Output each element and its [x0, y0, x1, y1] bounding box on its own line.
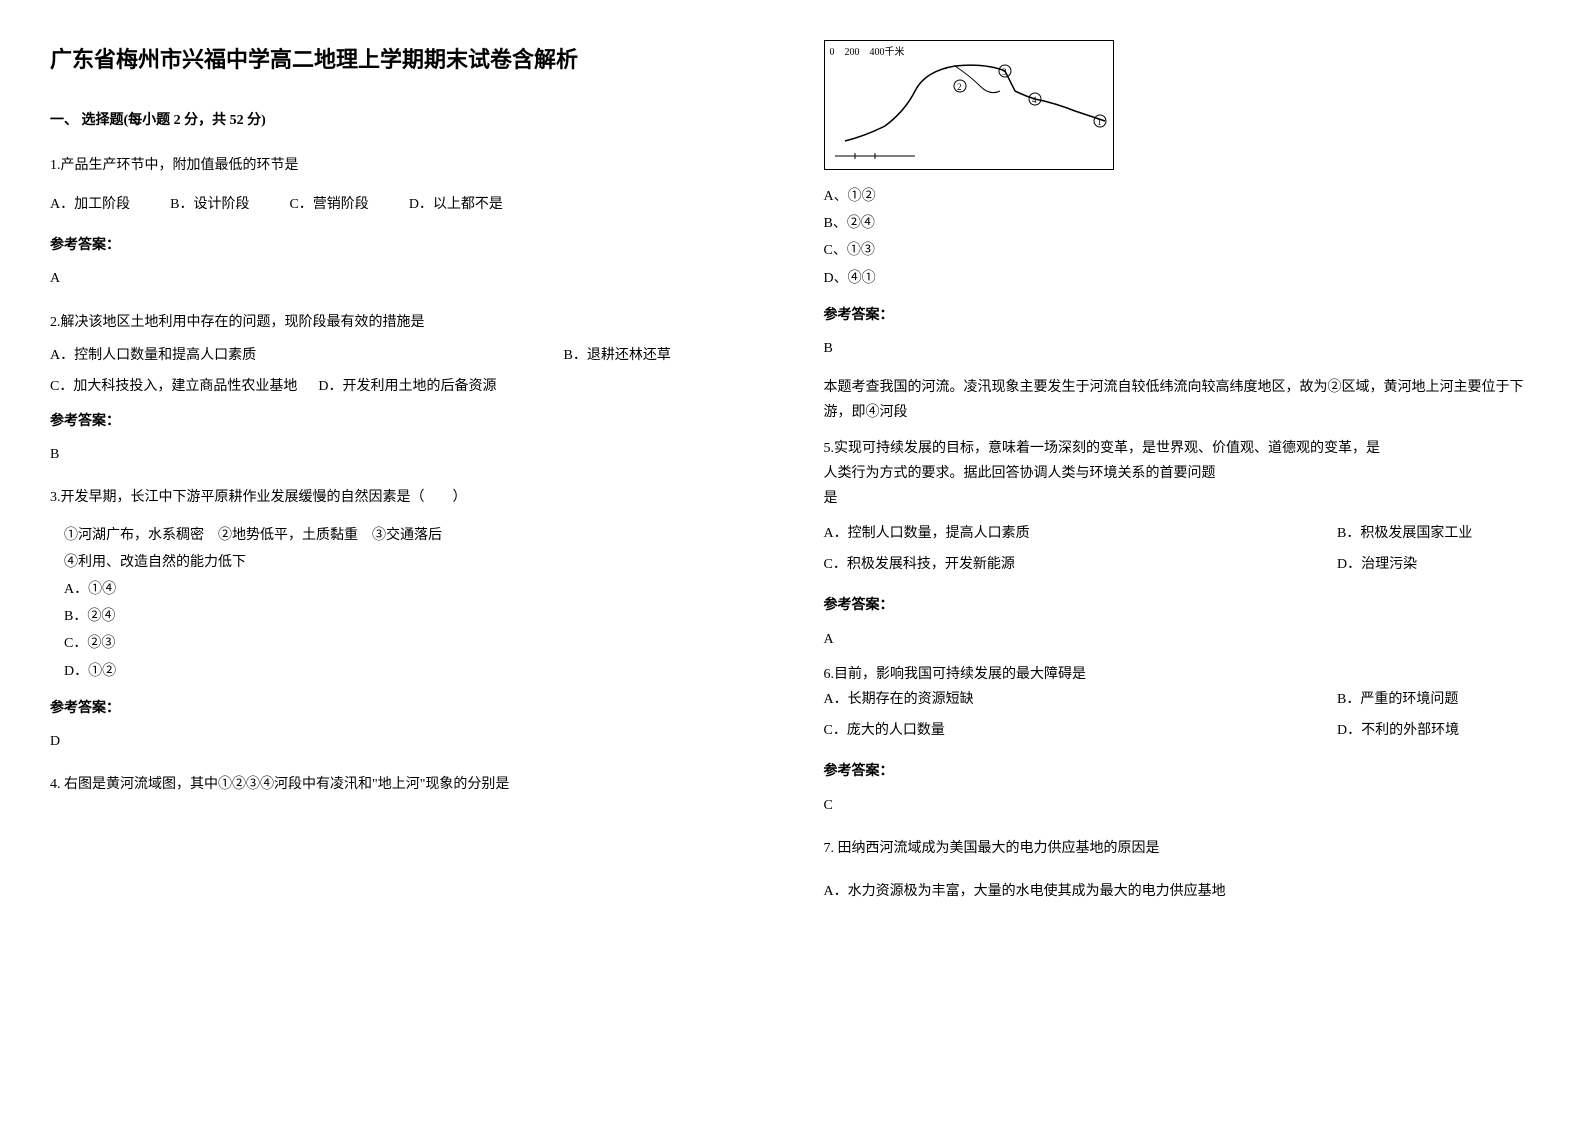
question-1-stem: 1.产品生产环节中，附加值最低的环节是 — [50, 153, 764, 178]
yellow-river-map: 0 200 400千米 3 2 4 1 — [824, 40, 1114, 170]
svg-text:2: 2 — [957, 82, 962, 92]
q2-answer-label: 参考答案： — [50, 409, 764, 434]
q1-option-d: D．以上都不是 — [409, 192, 503, 217]
q3-option-d: D．①② — [64, 659, 764, 684]
question-4-stem: 4. 右图是黄河流域图，其中①②③④河段中有凌汛和"地上河"现象的分别是 — [50, 772, 764, 797]
svg-text:1: 1 — [1097, 117, 1102, 127]
q6-option-d: D．不利的外部环境 — [1337, 718, 1537, 743]
q2-options-row2: C．加大科技投入，建立商品性农业基地 D．开发利用土地的后备资源 — [50, 374, 764, 399]
q2-answer: B — [50, 442, 764, 467]
q4-option-c: C、①③ — [824, 238, 1538, 263]
q5-option-c: C．积极发展科技，开发新能源 — [824, 552, 1338, 577]
q4-explanation: 本题考查我国的河流。凌汛现象主要发生于河流自较低纬流向较高纬度地区，故为②区域，… — [824, 375, 1538, 425]
question-6-stem: 6.目前，影响我国可持续发展的最大障碍是 — [824, 662, 1538, 687]
q3-answer: D — [50, 729, 764, 754]
q2-option-d: D．开发利用土地的后备资源 — [318, 379, 496, 394]
question-7-stem: 7. 田纳西河流域成为美国最大的电力供应基地的原因是 — [824, 836, 1538, 861]
page-title: 广东省梅州市兴福中学高二地理上学期期末试卷含解析 — [50, 40, 764, 80]
right-column: 0 200 400千米 3 2 4 1 A、①② B、②④ C、①③ D、④① … — [824, 40, 1538, 1082]
q3-sub1: ①河湖广布，水系稠密 ②地势低平，土质黏重 ③交通落后 — [64, 523, 764, 548]
q6-option-a: A．长期存在的资源短缺 — [824, 687, 1338, 712]
q5-option-d: D．治理污染 — [1337, 552, 1537, 577]
q4-option-b: B、②④ — [824, 211, 1538, 236]
q2-options-row1: A．控制人口数量和提高人口素质 B．退耕还林还草 — [50, 343, 764, 368]
q3-option-c: C．②③ — [64, 631, 764, 656]
q6-option-b: B．严重的环境问题 — [1337, 687, 1537, 712]
left-column: 广东省梅州市兴福中学高二地理上学期期末试卷含解析 一、 选择题(每小题 2 分，… — [50, 40, 764, 1082]
q1-option-b: B．设计阶段 — [170, 192, 249, 217]
q5-option-a: A．控制人口数量，提高人口素质 — [824, 521, 1338, 546]
q5-options-row1: A．控制人口数量，提高人口素质 B．积极发展国家工业 — [824, 521, 1538, 546]
q3-sub2: ④利用、改造自然的能力低下 — [64, 550, 764, 575]
q4-answer: B — [824, 336, 1538, 361]
question-2-stem: 2.解决该地区土地利用中存在的问题，现阶段最有效的措施是 — [50, 310, 764, 335]
q1-answer: A — [50, 266, 764, 291]
q6-answer-label: 参考答案： — [824, 759, 1538, 784]
q4-option-d: D、④① — [824, 266, 1538, 291]
q5-option-b: B．积极发展国家工业 — [1337, 521, 1537, 546]
q6-options-row1: A．长期存在的资源短缺 B．严重的环境问题 — [824, 687, 1538, 712]
q1-option-a: A．加工阶段 — [50, 192, 130, 217]
q3-option-b: B．②④ — [64, 604, 764, 629]
q5-line2: 人类行为方式的要求。据此回答协调人类与环境关系的首要问题 — [824, 461, 1538, 486]
q2-option-b: B．退耕还林还草 — [564, 343, 764, 368]
q2-option-a: A．控制人口数量和提高人口素质 — [50, 343, 564, 368]
q4-answer-label: 参考答案： — [824, 303, 1538, 328]
q4-option-a: A、①② — [824, 184, 1538, 209]
q3-option-a: A．①④ — [64, 577, 764, 602]
q3-sub-conditions: ①河湖广布，水系稠密 ②地势低平，土质黏重 ③交通落后 ④利用、改造自然的能力低… — [64, 523, 764, 686]
question-1-options: A．加工阶段 B．设计阶段 C．营销阶段 D．以上都不是 — [50, 192, 764, 217]
q5-line1: 5.实现可持续发展的目标，意味着一场深刻的变革，是世界观、价值观、道德观的变革，… — [824, 436, 1538, 461]
q5-line3: 是 — [824, 486, 1538, 511]
question-3-stem: 3.开发早期，长江中下游平原耕作业发展缓慢的自然因素是（ ） — [50, 485, 764, 510]
section-header: 一、 选择题(每小题 2 分，共 52 分) — [50, 108, 764, 133]
svg-text:4: 4 — [1032, 95, 1037, 105]
q2-option-c: C．加大科技投入，建立商品性农业基地 — [50, 379, 297, 394]
q6-answer: C — [824, 793, 1538, 818]
q4-options: A、①② B、②④ C、①③ D、④① — [824, 184, 1538, 293]
q3-answer-label: 参考答案： — [50, 696, 764, 721]
q6-options-row2: C．庞大的人口数量 D．不利的外部环境 — [824, 718, 1538, 743]
question-5: 5.实现可持续发展的目标，意味着一场深刻的变革，是世界观、价值观、道德观的变革，… — [824, 436, 1538, 512]
q1-answer-label: 参考答案： — [50, 233, 764, 258]
q1-option-c: C．营销阶段 — [289, 192, 368, 217]
q5-answer-label: 参考答案： — [824, 593, 1538, 618]
svg-text:3: 3 — [1002, 67, 1007, 77]
q5-options-row2: C．积极发展科技，开发新能源 D．治理污染 — [824, 552, 1538, 577]
q5-answer: A — [824, 627, 1538, 652]
q7-option-a: A．水力资源极为丰富，大量的水电使其成为最大的电力供应基地 — [824, 879, 1538, 904]
map-scale-bar: 0 200 400千米 — [830, 44, 905, 62]
q6-option-c: C．庞大的人口数量 — [824, 718, 1338, 743]
